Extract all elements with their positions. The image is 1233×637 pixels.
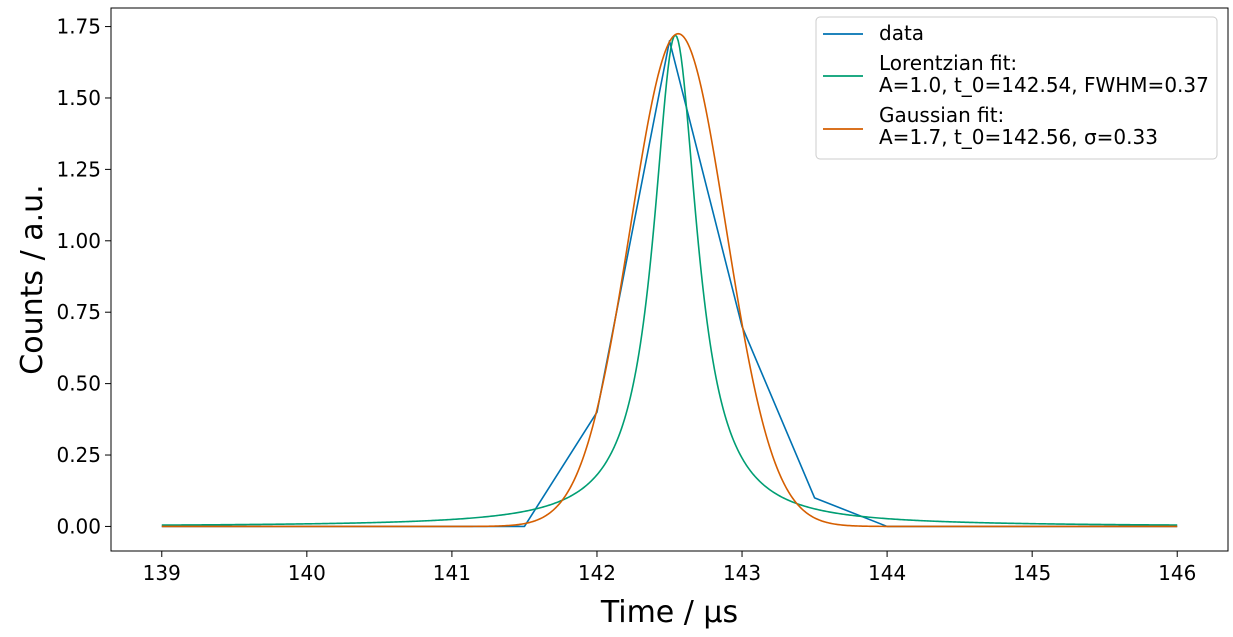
x-tick-label: 144 <box>868 561 906 585</box>
plot-lines <box>161 32 1178 528</box>
y-tick-label: 1.25 <box>56 157 101 181</box>
x-tick-label: 141 <box>433 561 471 585</box>
y-tick-label: 1.50 <box>56 86 101 110</box>
x-axis-title: Time / μs <box>600 595 738 630</box>
gaussian-fit-line <box>161 32 1178 528</box>
legend-label-lorentzian-params: A=1.0, t_0=142.54, FWHM=0.37 <box>879 73 1209 97</box>
legend-label-data: data <box>879 21 924 45</box>
x-tick-label: 142 <box>578 561 616 585</box>
x-axis: 139 140 141 142 143 144 145 146 <box>143 551 1196 585</box>
legend-label-lorentzian: Lorentzian fit: <box>879 51 1017 75</box>
lorentzian-fit-line <box>161 34 1178 526</box>
legend-box <box>815 16 1218 160</box>
legend-label-gaussian-params: A=1.7, t_0=142.56, σ=0.33 <box>879 125 1158 149</box>
y-tick-label: 0.25 <box>56 443 101 467</box>
y-tick-label: 1.00 <box>56 229 101 253</box>
y-tick-label: 1.75 <box>56 15 101 39</box>
x-tick-label: 140 <box>288 561 326 585</box>
y-tick-label: 0.75 <box>56 300 101 324</box>
y-axis-title: Counts / a.u. <box>15 184 50 374</box>
y-tick-label: 0.50 <box>56 372 101 396</box>
x-tick-label: 146 <box>1158 561 1196 585</box>
legend: data Lorentzian fit: A=1.0, t_0=142.54, … <box>815 16 1218 160</box>
plot-frame <box>110 7 1229 552</box>
x-tick-label: 143 <box>723 561 761 585</box>
y-tick-label: 0.00 <box>56 514 101 538</box>
legend-label-gaussian: Gaussian fit: <box>879 103 1004 127</box>
x-tick-label: 139 <box>143 561 181 585</box>
x-tick-label: 145 <box>1013 561 1051 585</box>
y-axis: 0.00 0.25 0.50 0.75 1.00 1.25 1.50 1.75 <box>56 15 111 538</box>
